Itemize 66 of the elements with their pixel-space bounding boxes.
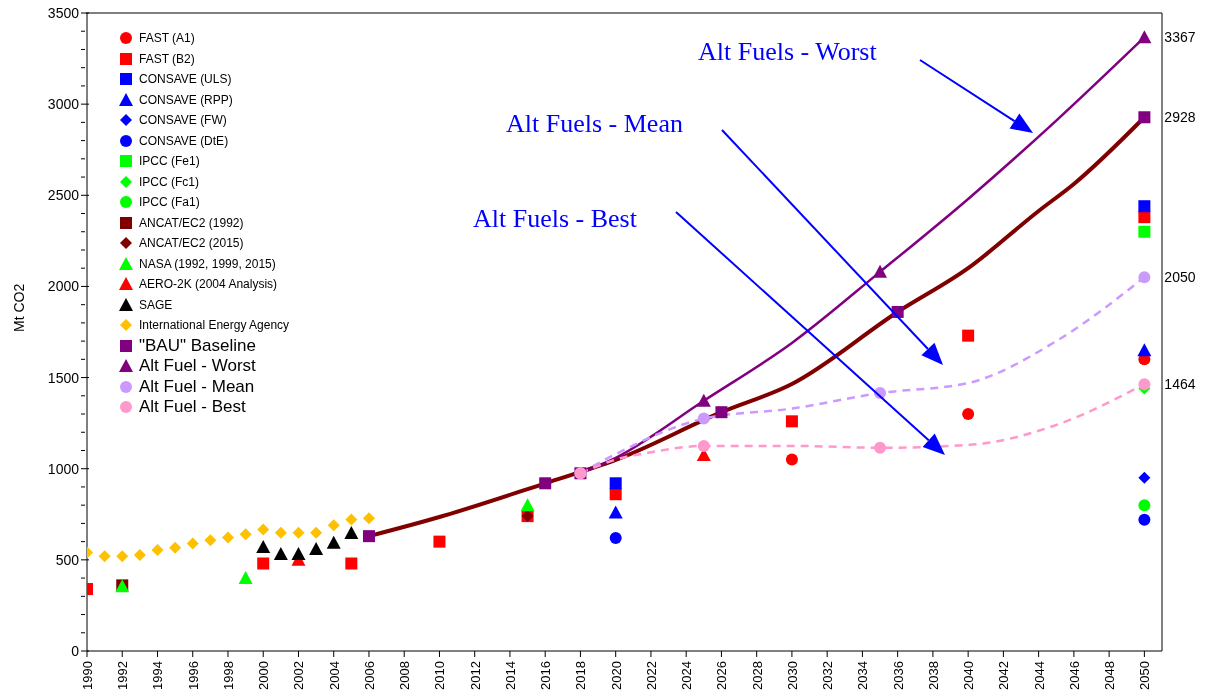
legend-label: AERO-2K (2004 Analysis) — [139, 277, 278, 292]
legend-label: International Energy Agency — [139, 318, 290, 333]
legend-label: FAST (B2) — [139, 51, 195, 66]
annotation: Alt Fuels - Mean — [506, 109, 683, 138]
x-tick-label: 2000 — [256, 661, 272, 690]
x-tick-label: 2016 — [538, 661, 554, 690]
legend-label: IPCC (Fc1) — [139, 174, 199, 189]
x-tick-label: 1994 — [150, 661, 166, 690]
legend-label: Alt Fuel - Mean — [139, 376, 255, 397]
x-tick-label: 2050 — [1137, 661, 1153, 690]
x-tick-label: 2026 — [714, 661, 730, 690]
x-tick-label: 2046 — [1066, 661, 1082, 690]
x-tick-label: 2034 — [855, 661, 871, 690]
x-tick-label: 2022 — [643, 661, 659, 690]
x-tick-label: 1992 — [115, 661, 131, 690]
legend-label: FAST (A1) — [139, 31, 195, 46]
legend-label: CONSAVE (ULS) — [139, 72, 232, 87]
legend-label: Alt Fuel - Best — [139, 397, 246, 418]
y-tick-label: 3000 — [47, 96, 80, 113]
data-label: 2050 — [1164, 269, 1196, 286]
x-tick-label: 2028 — [749, 661, 765, 690]
legend-label: CONSAVE (RPP) — [139, 92, 233, 107]
legend-label: ANCAT/EC2 (2015) — [139, 236, 244, 251]
legend-label: CONSAVE (FW) — [139, 113, 227, 128]
x-tick-label: 2036 — [890, 661, 906, 690]
x-tick-label: 2048 — [1102, 661, 1118, 690]
x-tick-label: 2008 — [397, 661, 413, 690]
x-tick-label: 1996 — [185, 661, 201, 690]
data-label: 1464 — [1164, 376, 1196, 393]
y-tick-label: 500 — [55, 551, 80, 568]
x-tick-label: 1998 — [220, 661, 236, 690]
legend-label: Alt Fuel - Worst — [139, 356, 256, 377]
legend-label: "BAU" Baseline — [139, 335, 256, 356]
x-tick-label: 2006 — [361, 661, 377, 690]
y-tick-label: 2000 — [47, 278, 80, 295]
x-tick-label: 2002 — [291, 661, 307, 690]
y-tick-label: 1500 — [47, 369, 80, 386]
x-tick-label: 2010 — [432, 661, 448, 690]
x-tick-label: 2038 — [925, 661, 941, 690]
legend-label: ANCAT/EC2 (1992) — [139, 215, 244, 230]
x-tick-label: 2024 — [679, 661, 695, 690]
x-tick-label: 1990 — [80, 661, 95, 690]
y-tick-label: 1000 — [47, 460, 80, 477]
annotation: Alt Fuels - Worst — [698, 37, 878, 66]
legend-label: IPCC (Fa1) — [139, 195, 200, 210]
x-tick-label: 2020 — [608, 661, 624, 690]
y-tick-label: 2500 — [47, 187, 80, 204]
legend-label: IPCC (Fe1) — [139, 154, 200, 169]
x-tick-label: 2014 — [502, 661, 518, 690]
x-tick-label: 2018 — [573, 661, 589, 690]
x-tick-label: 2012 — [467, 661, 483, 690]
legend-label: SAGE — [139, 297, 173, 312]
legend-label: NASA (1992, 1999, 2015) — [139, 256, 276, 271]
x-tick-label: 2004 — [326, 661, 342, 690]
x-tick-label: 2032 — [820, 661, 836, 690]
data-label: 3367 — [1164, 29, 1196, 46]
x-tick-label: 2042 — [996, 661, 1012, 690]
x-tick-label: 2040 — [961, 661, 977, 690]
legend-label: CONSAVE (DtE) — [139, 133, 229, 148]
y-tick-label: 0 — [71, 643, 80, 659]
annotation: Alt Fuels - Best — [473, 204, 638, 233]
y-tick-label: 3500 — [47, 5, 80, 21]
y-axis-title: Mt CO2 — [10, 283, 27, 332]
x-tick-label: 2030 — [784, 661, 800, 690]
data-label: 2928 — [1164, 109, 1196, 126]
x-tick-label: 2044 — [1031, 661, 1047, 690]
